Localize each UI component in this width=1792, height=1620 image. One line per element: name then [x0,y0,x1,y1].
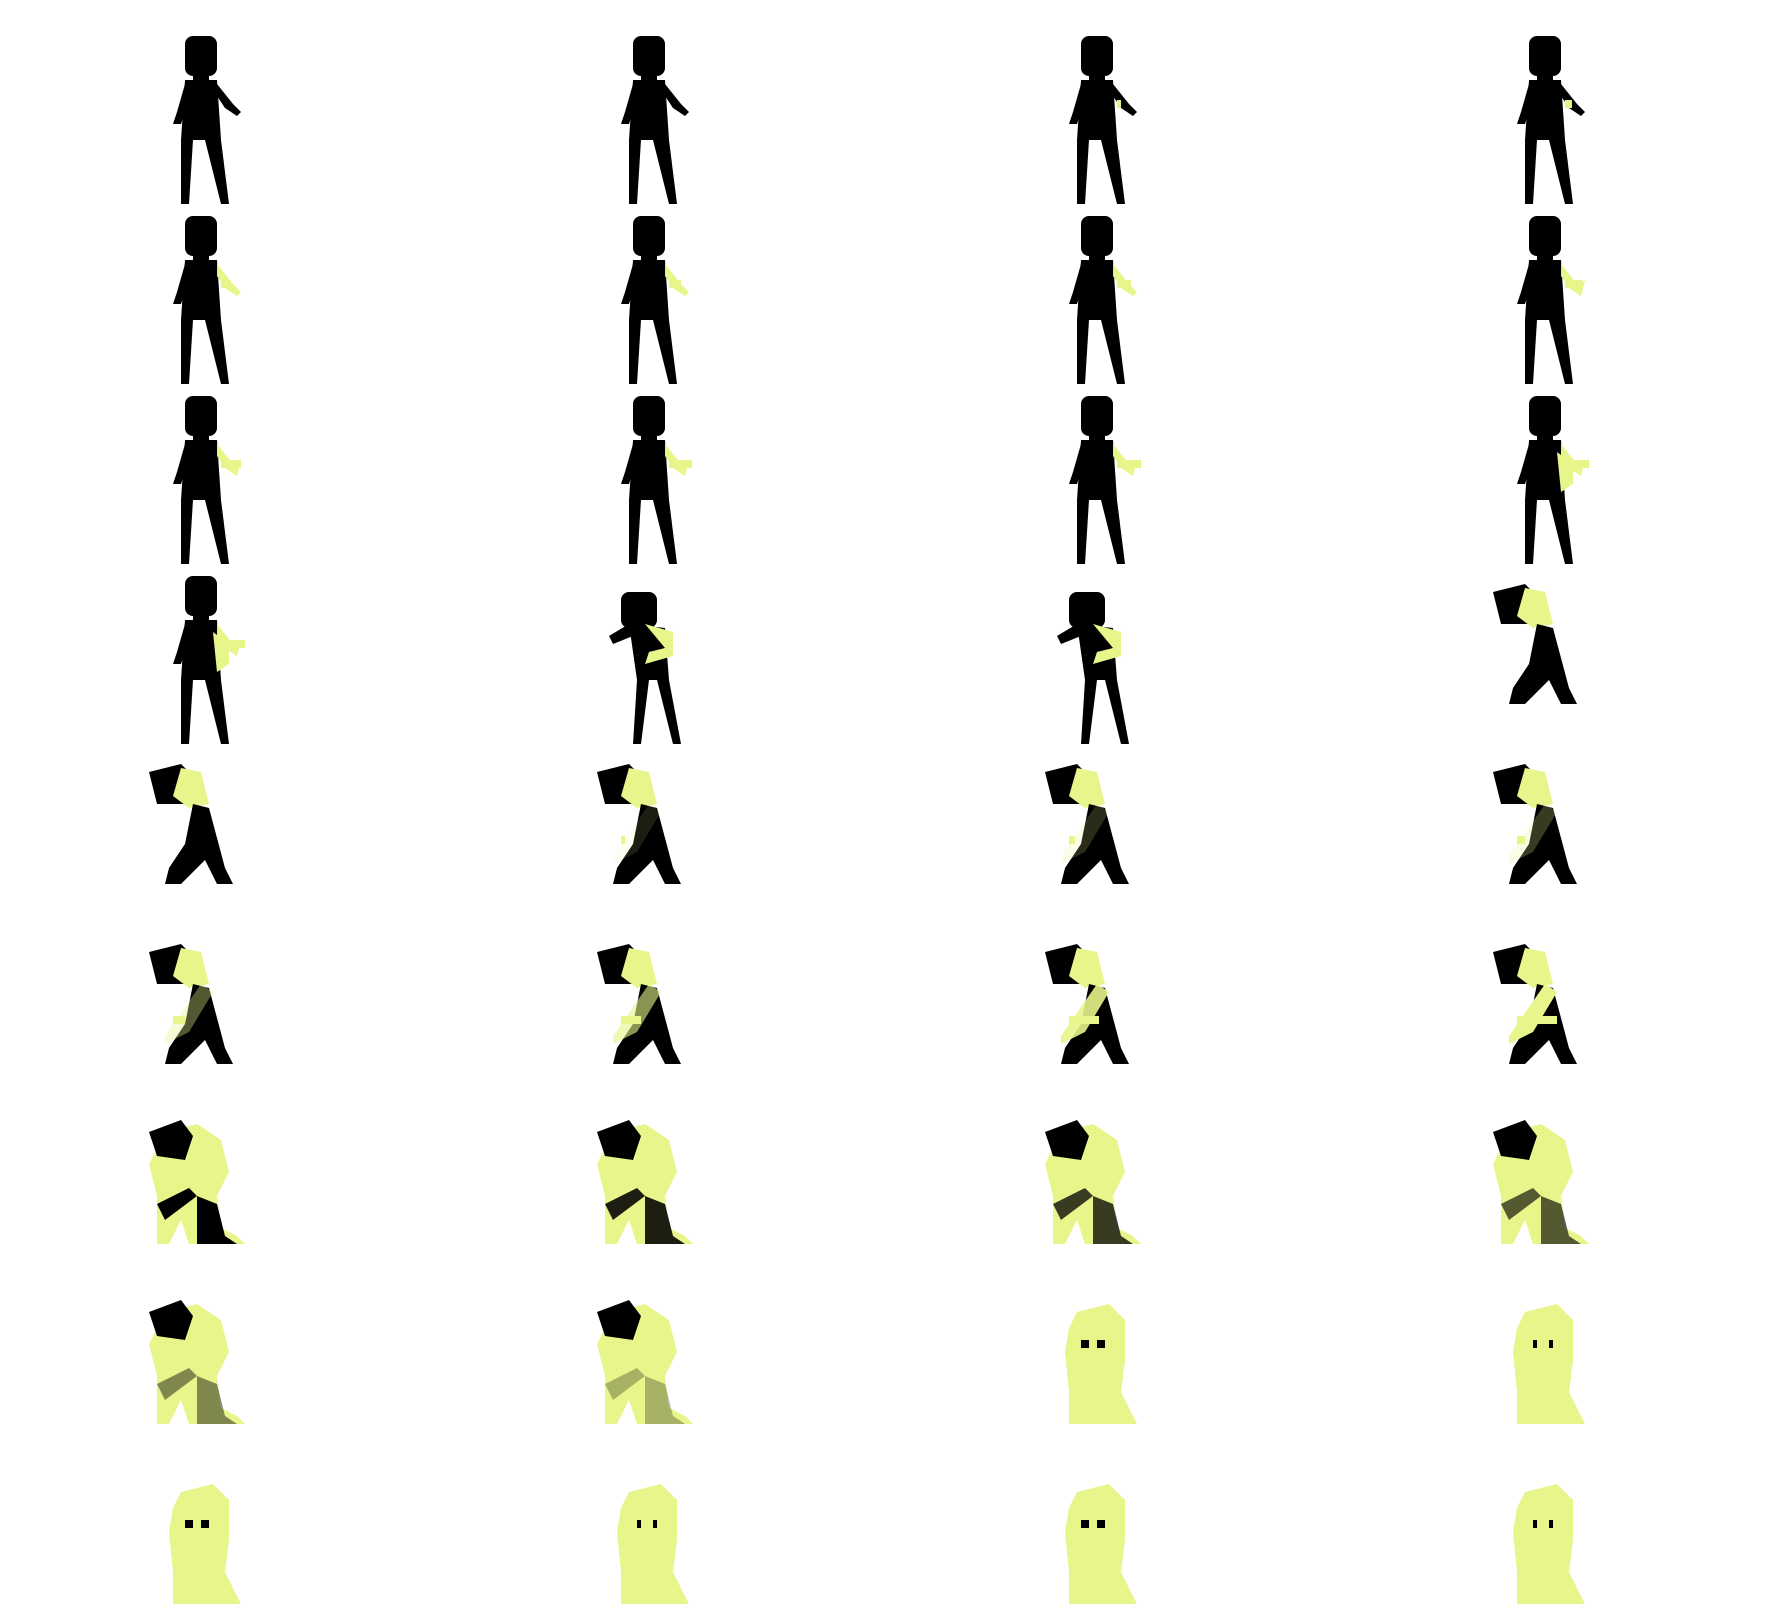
sprite-frame-6 [621,216,689,384]
sprite-frame-23 [1045,944,1129,1064]
sprite-frame-4 [1517,36,1585,204]
sprite-frame-9 [173,396,241,564]
sprite-frame-15 [1057,592,1129,744]
sprite-frame-31 [1065,1304,1137,1424]
sprite-frame-25 [149,1120,245,1244]
sprite-frame-12 [1517,396,1589,564]
sprite-frame-32 [1513,1304,1585,1424]
sprite-frame-36 [1513,1484,1585,1604]
sprite-frame-2 [621,36,689,204]
sprite-frame-20 [1493,764,1577,884]
sprite-frame-1 [173,36,241,204]
sprite-frame-8 [1517,216,1585,384]
sprite-frame-28 [1493,1120,1589,1244]
sprite-frame-21 [149,944,233,1064]
sprite-frame-19 [1045,764,1129,884]
sprite-frame-11 [1069,396,1141,564]
sprite-frame-24 [1493,944,1577,1064]
sprite-frame-34 [617,1484,689,1604]
sprite-frame-16 [1493,584,1577,704]
sprite-frame-17 [149,764,233,884]
sprite-frame-3 [1069,36,1137,204]
sprite-frame-18 [597,764,681,884]
sprite-frame-22 [597,944,681,1064]
sprite-frame-14 [609,592,681,744]
sprite-frame-5 [173,216,241,384]
sprite-frame-30 [597,1300,693,1424]
sprite-frame-33 [169,1484,241,1604]
sprite-frame-29 [149,1300,245,1424]
sprite-frame-13 [173,576,245,744]
sprite-frame-7 [1069,216,1137,384]
sprite-frame-10 [621,396,692,564]
sprite-frame-35 [1065,1484,1137,1604]
sprite-frame-26 [597,1120,693,1244]
sprite-frame-27 [1045,1120,1141,1244]
